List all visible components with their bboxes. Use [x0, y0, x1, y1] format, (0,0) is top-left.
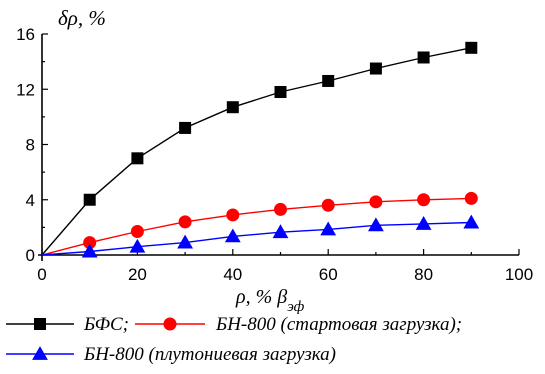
legend-label: БН-800 (плутониевая загрузка) — [83, 344, 336, 365]
data-point — [81, 243, 98, 258]
legend-item-2: БН-800 (стартовая загрузка); — [135, 314, 462, 335]
data-point — [415, 216, 432, 230]
y-tick-label: 4 — [26, 191, 35, 210]
data-point — [272, 224, 289, 239]
data-point — [224, 228, 241, 243]
legend-item-3: БН-800 (плутониевая загрузка) — [6, 344, 336, 365]
data-point — [226, 101, 239, 114]
series-1 — [41, 41, 478, 256]
series-line — [41, 47, 472, 256]
legend-label: БФС; — [83, 314, 129, 335]
series-line — [41, 197, 472, 256]
data-point — [320, 221, 337, 236]
data-point — [368, 217, 384, 232]
data-point — [464, 191, 478, 205]
data-point — [177, 234, 193, 249]
data-point — [163, 317, 177, 331]
data-point — [178, 215, 192, 229]
series-layer — [41, 41, 480, 258]
x-tick-label: 80 — [414, 265, 433, 284]
data-point — [131, 152, 144, 165]
data-point — [34, 318, 46, 330]
data-point — [129, 238, 146, 253]
data-point — [32, 346, 48, 360]
data-point — [179, 121, 192, 134]
x-tick-label: 20 — [128, 265, 147, 284]
data-point — [274, 202, 287, 216]
data-point — [417, 51, 430, 64]
x-axis-label-sub: эф — [287, 299, 304, 315]
data-point — [465, 41, 478, 54]
series-3 — [41, 214, 480, 258]
data-point — [463, 214, 480, 229]
data-point — [130, 225, 144, 239]
data-point — [274, 86, 287, 99]
x-tick-label: 0 — [37, 265, 46, 284]
data-point — [83, 193, 96, 206]
data-point — [369, 62, 382, 75]
data-point — [322, 74, 335, 87]
x-axis-label-main: ρ, % β — [235, 286, 287, 308]
x-axis-label: ρ, % βэф — [235, 286, 305, 315]
data-point — [321, 198, 335, 212]
y-tick-label: 0 — [26, 246, 35, 265]
tick-labels: 0 4 8 12 16 0 20 40 60 80 100 — [16, 25, 533, 284]
data-point — [83, 236, 97, 250]
x-tick-label: 40 — [223, 265, 242, 284]
series-line — [41, 221, 472, 256]
y-axis-label: δρ, % — [58, 6, 106, 30]
legend-item-1: БФС; — [6, 314, 129, 335]
y-tick-label: 8 — [26, 136, 35, 155]
data-point — [369, 195, 383, 209]
x-tick-label: 60 — [319, 265, 338, 284]
data-point — [417, 193, 431, 207]
axes — [38, 33, 520, 261]
y-tick-label: 12 — [16, 80, 35, 99]
series-2 — [41, 191, 478, 256]
data-point — [226, 208, 240, 222]
legend: БФС; БН-800 (стартовая загрузка); БН-800 (… — [6, 314, 462, 365]
y-tick-label: 16 — [16, 25, 35, 44]
legend-label: БН-800 (стартовая загрузка); — [215, 314, 462, 335]
x-tick-label: 100 — [505, 265, 533, 284]
